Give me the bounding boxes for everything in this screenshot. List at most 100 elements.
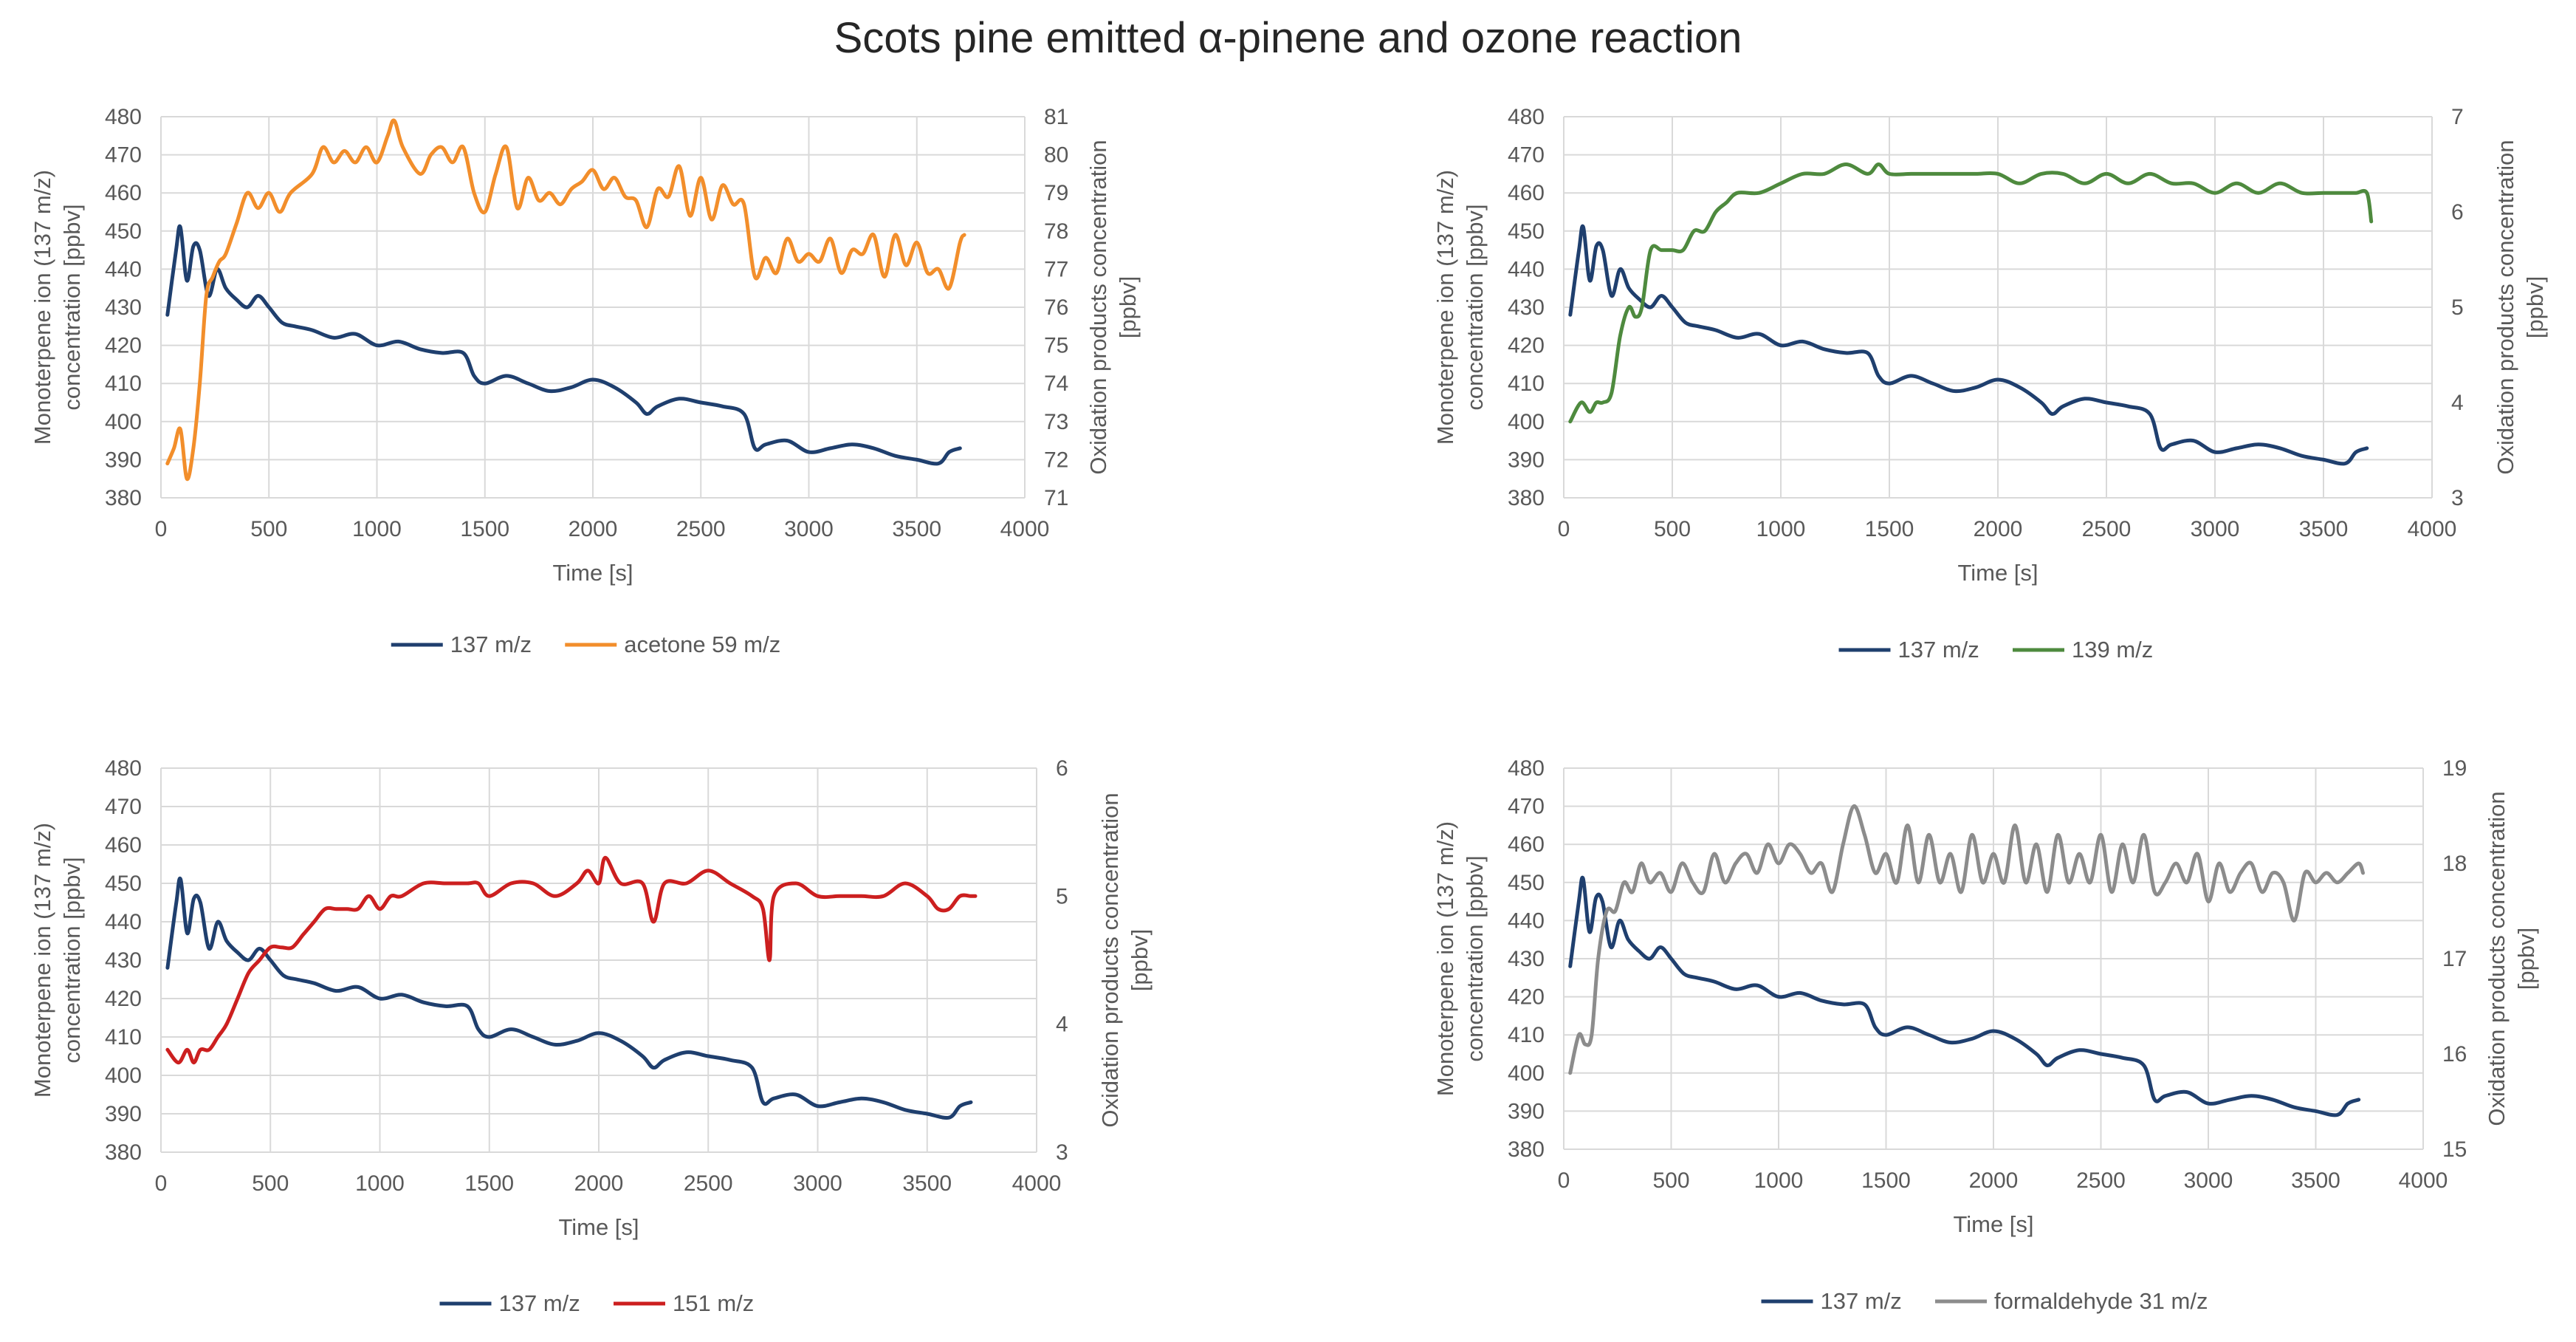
x-tick-label: 2000 [1974,517,2023,541]
y-left-tick-label: 410 [105,1025,142,1050]
y-left-tick-label: 400 [1508,410,1545,434]
y-left-tick-label: 470 [105,795,142,819]
y-left-tick-label: 390 [1508,1099,1545,1123]
y-left-tick-label: 430 [1508,947,1545,971]
x-tick-label: 2500 [684,1171,733,1196]
legend-label: acetone 59 m/z [624,631,780,657]
y-left-tick-label: 480 [105,756,142,781]
y-left-tick-label: 460 [1508,181,1545,205]
x-tick-label: 1500 [1865,517,1914,541]
y-left-tick-label: 400 [1508,1061,1545,1086]
y-left-tick-label: 430 [105,948,142,973]
y-right-tick-label: 5 [1056,884,1068,908]
y-left-tick-label: 430 [105,295,142,320]
y-left-tick-label: 460 [1508,832,1545,857]
y-right-tick-label: 77 [1044,257,1068,281]
y-right-tick-label: 76 [1044,295,1068,320]
y-left-tick-label: 400 [105,410,142,434]
y-left-tick-label: 450 [1508,871,1545,895]
y-right-tick-label: 6 [2451,200,2464,225]
x-tick-label: 1000 [355,1171,405,1196]
y-left-tick-label: 390 [105,448,142,472]
y-left-tick-label: 410 [1508,372,1545,396]
y-left-tick-label: 420 [1508,985,1545,1010]
y-left-tick-label: 440 [1508,257,1545,281]
y-right-tick-label: 73 [1044,410,1068,434]
x-tick-label: 500 [1654,517,1691,541]
legend-label: 137 m/z [450,631,532,657]
y-right-tick-label: 72 [1044,448,1068,472]
x-tick-label: 3500 [2299,517,2349,541]
chart-panel-bottom-right: 380 390 400 410 420 430 440 450 460 470 480 15 16 17 1… [1432,756,2539,1314]
y-left-axis-title: concentration [ppbv] [59,204,85,410]
x-axis-title: Time [s] [1953,1211,2033,1237]
legend-label: 137 m/z [499,1290,580,1316]
y-left-axis-title: Monoterpene ion (137 m/z) [1432,821,1458,1096]
x-tick-label: 4000 [2399,1168,2448,1193]
y-right-tick-label: 7 [2451,105,2464,129]
y-left-tick-label: 410 [1508,1023,1545,1047]
x-tick-label: 2500 [2082,517,2132,541]
y-left-axis-title: Monoterpene ion (137 m/z) [1432,170,1458,445]
y-left-tick-label: 420 [105,334,142,358]
y-left-tick-label: 420 [105,987,142,1011]
x-axis-title: Time [s] [552,560,633,586]
y-right-tick-label: 78 [1044,219,1068,244]
y-left-tick-label: 430 [1508,295,1545,320]
y-left-tick-label: 480 [1508,105,1545,129]
y-right-tick-label: 80 [1044,143,1068,168]
series-line [1568,224,2369,466]
x-tick-label: 3500 [892,517,941,541]
x-tick-label: 1500 [460,517,509,541]
x-tick-label: 0 [155,517,168,541]
x-tick-label: 3000 [2184,1168,2233,1193]
y-left-tick-label: 450 [105,219,142,244]
x-tick-label: 3000 [2191,517,2240,541]
series-line [165,876,973,1120]
x-tick-label: 0 [1558,1168,1570,1193]
x-tick-label: 500 [252,1171,289,1196]
legend-label: 151 m/z [673,1290,754,1316]
y-left-tick-label: 440 [105,910,142,934]
x-axis-title: Time [s] [1957,560,2038,586]
y-right-axis-title: [ppbv] [1115,276,1141,338]
x-tick-label: 1500 [464,1171,514,1196]
series-line [165,855,978,1065]
y-left-tick-label: 470 [1508,143,1545,168]
legend: 137 m/z 139 m/z [1838,637,2153,663]
y-right-tick-label: 6 [1056,756,1068,781]
y-right-tick-label: 5 [2451,295,2464,320]
y-left-tick-label: 400 [105,1064,142,1088]
y-left-tick-label: 380 [1508,486,1545,510]
series-line [1568,875,2361,1117]
y-left-tick-label: 380 [105,486,142,510]
y-right-tick-label: 16 [2442,1042,2467,1067]
x-tick-label: 1500 [1861,1168,1911,1193]
legend-label: formaldehyde 31 m/z [1994,1288,2208,1314]
x-tick-label: 2500 [676,517,726,541]
x-tick-label: 500 [250,517,287,541]
series-line [1568,804,2365,1075]
y-left-tick-label: 460 [105,181,142,205]
y-right-tick-label: 3 [1056,1140,1068,1165]
y-left-tick-label: 450 [105,872,142,896]
legend-label: 137 m/z [1898,637,1979,663]
y-right-tick-label: 4 [1056,1013,1068,1037]
chart-panel-top-left: 380 390 400 410 420 430 440 450 460 470 480 71 72 73 7… [30,105,1141,657]
legend: 137 m/z acetone 59 m/z [391,631,780,657]
y-left-axis-title: concentration [ppbv] [1462,855,1488,1061]
y-right-axis-title: [ppbv] [2513,928,2539,990]
x-tick-label: 2500 [2076,1168,2126,1193]
y-left-tick-label: 440 [1508,908,1545,933]
x-tick-label: 4000 [1012,1171,1062,1196]
x-tick-label: 4000 [1000,517,1050,541]
x-tick-label: 3000 [784,517,834,541]
x-tick-label: 1000 [352,517,402,541]
y-right-axis-title: Oxidation products concentration [2484,791,2510,1126]
legend: 137 m/z formaldehyde 31 m/z [1761,1288,2208,1314]
x-tick-label: 4000 [2408,517,2457,541]
x-tick-label: 1000 [1754,1168,1804,1193]
legend-label: 137 m/z [1821,1288,1902,1314]
y-left-tick-label: 460 [105,833,142,857]
